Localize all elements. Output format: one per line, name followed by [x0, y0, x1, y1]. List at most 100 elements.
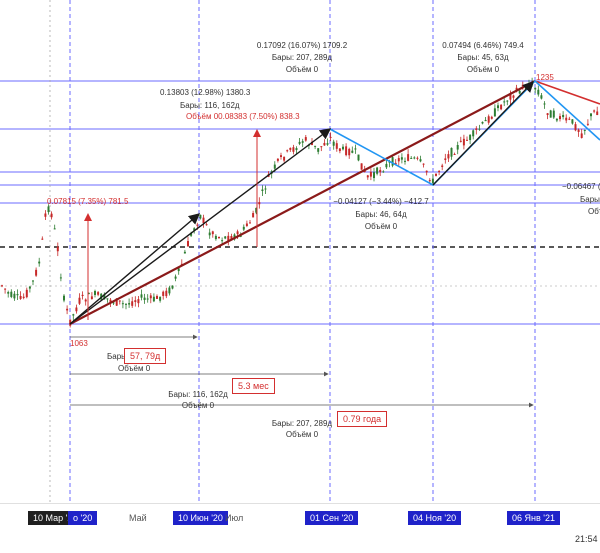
low-price-label: 1063: [70, 339, 88, 348]
price-plot[interactable]: [0, 0, 600, 503]
swing6-bars: Бары:: [580, 195, 600, 204]
candle-body-165: [512, 95, 515, 98]
candle-body-9: [28, 286, 31, 289]
candle-body-135: [419, 159, 422, 162]
candle-body-22: [69, 319, 72, 326]
candle-body-143: [444, 158, 447, 161]
candle-body-134: [416, 157, 419, 159]
candle-body-127: [394, 162, 397, 165]
candle-body-141: [438, 171, 441, 173]
candle-body-30: [94, 290, 96, 295]
arrow-to-june-high: [69, 213, 201, 325]
candle-body-118: [366, 175, 369, 178]
candle-body-177: [549, 110, 552, 118]
candle-body-60: [187, 241, 189, 247]
candle-body-19: [59, 277, 62, 279]
candle-body-181: [562, 114, 565, 118]
main-trend-line: [69, 80, 536, 325]
candle-body-120: [373, 172, 375, 179]
candle-body-121: [376, 167, 379, 174]
range3-bars: Бары: 207, 289д: [271, 419, 333, 428]
range3-volume: Объём 0: [285, 430, 319, 439]
candle-body-23: [72, 314, 75, 316]
candle-body-50: [156, 295, 158, 299]
candle-body-91: [283, 156, 286, 161]
candle-body-128: [397, 158, 400, 162]
candle-body-76: [236, 231, 239, 235]
candle-body-71: [221, 240, 224, 242]
candle-body-84: [261, 189, 264, 192]
candle-body-132: [410, 157, 413, 159]
candle-body-148: [459, 140, 462, 142]
candle-body-36: [112, 302, 115, 304]
swing1-measure: 0.07815 (7.35%) 781.5: [47, 197, 129, 206]
candle-body-106: [329, 136, 332, 138]
candle-body-188: [583, 129, 586, 131]
candle-body-73: [227, 235, 230, 241]
x-tick-jul: Июл: [225, 513, 244, 523]
candle-body-136: [422, 163, 425, 165]
range2-duration: 5.3 мес: [232, 378, 275, 394]
candle-body-15: [47, 206, 50, 213]
candle-body-101: [314, 145, 317, 147]
candle-body-17: [53, 228, 56, 230]
candle-body-191: [593, 110, 596, 112]
candle-body-110: [342, 146, 344, 150]
candle-body-102: [317, 148, 320, 152]
candle-body-51: [159, 296, 162, 301]
candle-body-69: [214, 235, 217, 240]
candle-body-74: [230, 235, 233, 240]
candle-body-94: [292, 147, 295, 152]
candle-body-158: [490, 116, 493, 119]
candle-body-80: [249, 222, 251, 224]
candle-body-189: [586, 123, 589, 125]
candle-body-48: [149, 295, 152, 299]
candle-body-190: [590, 113, 592, 117]
candle-body-107: [332, 141, 335, 146]
candle-body-97: [301, 141, 304, 143]
candle-body-164: [509, 93, 512, 100]
candle-body-11: [35, 269, 38, 276]
swing6-measure: −0.06467 (−5: [562, 182, 600, 191]
swing6-volume: Объ: [588, 207, 600, 216]
candle-body-89: [276, 158, 279, 161]
candle-body-161: [500, 104, 503, 110]
candle-body-163: [506, 100, 509, 102]
candle-body-92: [286, 150, 289, 152]
candle-body-43: [134, 300, 137, 303]
candle-body-176: [546, 113, 549, 116]
candle-body-151: [469, 134, 472, 140]
candle-body-192: [596, 111, 599, 116]
candle-body-82: [255, 207, 258, 213]
candle-body-187: [580, 133, 583, 138]
candle-body-131: [407, 154, 410, 161]
x-tick-sep: 01 Сен '20: [305, 511, 359, 525]
candle-body-88: [273, 164, 276, 169]
candle-body-68: [211, 231, 214, 235]
candle-body-138: [428, 180, 431, 182]
candle-body-35: [109, 299, 112, 303]
candle-body-3: [10, 291, 13, 297]
candle-body-34: [106, 298, 109, 300]
candle-body-114: [354, 148, 357, 150]
swing3-bars: Бары: 207, 289д: [271, 53, 333, 62]
candle-body-142: [441, 165, 444, 167]
swing4-measure: 0.07494 (6.46%) 749.4: [442, 41, 524, 50]
candle-body-72: [224, 236, 227, 239]
candle-body-29: [90, 296, 93, 300]
candle-body-105: [326, 143, 329, 145]
candle-body-123: [382, 171, 385, 173]
candle-body-155: [481, 121, 484, 124]
candle-body-25: [78, 297, 81, 304]
candle-body-172: [534, 87, 537, 90]
candle-body-119: [369, 171, 372, 177]
candle-body-39: [121, 303, 124, 305]
swing4-volume: Объём 0: [466, 65, 500, 74]
candle-body-65: [202, 217, 205, 223]
candle-body-37: [115, 298, 118, 306]
candle-body-129: [400, 157, 403, 160]
candle-body-152: [472, 130, 475, 137]
time-axis[interactable]: 10 Мар '20 о '20 Май 10 Июн '20 Июл 01 С…: [0, 503, 600, 553]
swing3-volume: Объём 0: [285, 65, 319, 74]
